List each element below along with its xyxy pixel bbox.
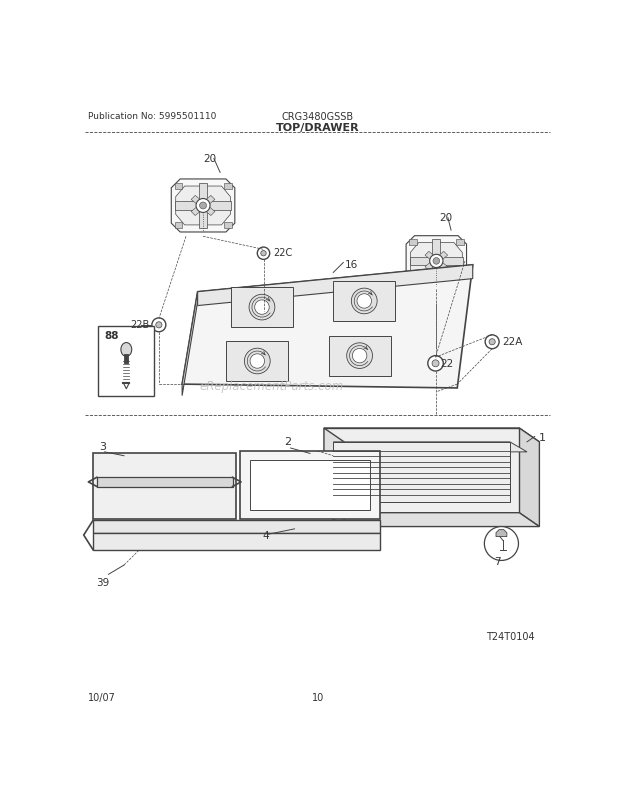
Polygon shape — [249, 461, 371, 510]
Circle shape — [485, 335, 499, 349]
Polygon shape — [174, 184, 182, 190]
Text: 88: 88 — [105, 330, 119, 341]
Circle shape — [152, 318, 166, 332]
Text: 20: 20 — [203, 154, 216, 164]
Text: T24T0104: T24T0104 — [486, 630, 534, 641]
Text: CRG3480GSSB: CRG3480GSSB — [281, 111, 354, 122]
Text: 22B: 22B — [130, 320, 149, 330]
Polygon shape — [182, 293, 198, 396]
Polygon shape — [201, 205, 215, 217]
Polygon shape — [520, 428, 539, 527]
Polygon shape — [406, 237, 467, 287]
Polygon shape — [199, 184, 207, 229]
Polygon shape — [93, 520, 379, 533]
Polygon shape — [334, 443, 510, 502]
Polygon shape — [410, 243, 463, 280]
Polygon shape — [182, 265, 472, 388]
Text: 22C: 22C — [273, 247, 292, 257]
Circle shape — [257, 248, 270, 260]
Ellipse shape — [121, 343, 131, 357]
Text: 3: 3 — [99, 442, 106, 452]
Circle shape — [347, 343, 373, 369]
Circle shape — [489, 339, 495, 346]
Circle shape — [200, 203, 206, 209]
Text: 1: 1 — [539, 432, 546, 442]
Circle shape — [432, 360, 439, 367]
Circle shape — [196, 199, 210, 213]
Text: eReplacementParts.com: eReplacementParts.com — [199, 379, 343, 392]
Polygon shape — [171, 180, 235, 233]
Polygon shape — [175, 202, 231, 210]
Polygon shape — [324, 428, 344, 527]
Polygon shape — [93, 453, 236, 519]
Circle shape — [156, 322, 162, 329]
Text: TOP/DRAWER: TOP/DRAWER — [276, 124, 360, 133]
Circle shape — [357, 294, 371, 309]
Polygon shape — [425, 260, 438, 271]
Polygon shape — [224, 223, 232, 229]
Polygon shape — [175, 187, 231, 225]
Text: 4: 4 — [262, 531, 268, 541]
Polygon shape — [198, 265, 472, 306]
Polygon shape — [97, 478, 232, 487]
Polygon shape — [334, 282, 396, 322]
Circle shape — [249, 295, 275, 321]
Polygon shape — [241, 452, 379, 519]
Polygon shape — [334, 443, 527, 452]
Circle shape — [433, 258, 440, 265]
Text: 7: 7 — [494, 556, 501, 566]
Circle shape — [261, 251, 266, 257]
Circle shape — [352, 349, 367, 363]
Polygon shape — [224, 184, 232, 190]
Polygon shape — [456, 277, 464, 283]
Polygon shape — [226, 342, 288, 382]
Circle shape — [244, 349, 270, 375]
Text: 10: 10 — [312, 692, 324, 703]
FancyBboxPatch shape — [99, 326, 154, 397]
Circle shape — [484, 527, 518, 561]
Polygon shape — [174, 223, 182, 229]
Polygon shape — [231, 288, 293, 328]
Text: 20: 20 — [440, 213, 453, 223]
Polygon shape — [432, 240, 440, 283]
Text: 39: 39 — [96, 577, 109, 587]
Text: Publication No: 5995501110: Publication No: 5995501110 — [88, 111, 217, 120]
Polygon shape — [409, 277, 417, 283]
Polygon shape — [496, 530, 507, 537]
Text: 16: 16 — [345, 260, 358, 270]
Polygon shape — [191, 196, 205, 209]
Polygon shape — [425, 252, 438, 264]
Polygon shape — [456, 240, 464, 246]
Circle shape — [428, 356, 443, 371]
Text: 22A: 22A — [502, 337, 523, 346]
Polygon shape — [435, 260, 448, 271]
Polygon shape — [324, 513, 539, 527]
Circle shape — [430, 255, 443, 268]
Polygon shape — [324, 428, 539, 443]
Circle shape — [250, 354, 265, 369]
Polygon shape — [329, 336, 391, 376]
Text: 22: 22 — [440, 358, 453, 368]
Polygon shape — [410, 257, 463, 265]
Circle shape — [255, 301, 269, 315]
Text: 10/07: 10/07 — [88, 692, 116, 703]
Text: 2: 2 — [285, 437, 291, 447]
Polygon shape — [409, 240, 417, 246]
Polygon shape — [435, 252, 448, 264]
Polygon shape — [191, 205, 205, 217]
Polygon shape — [201, 196, 215, 209]
Polygon shape — [93, 533, 379, 550]
Circle shape — [352, 289, 377, 314]
Polygon shape — [324, 428, 520, 513]
